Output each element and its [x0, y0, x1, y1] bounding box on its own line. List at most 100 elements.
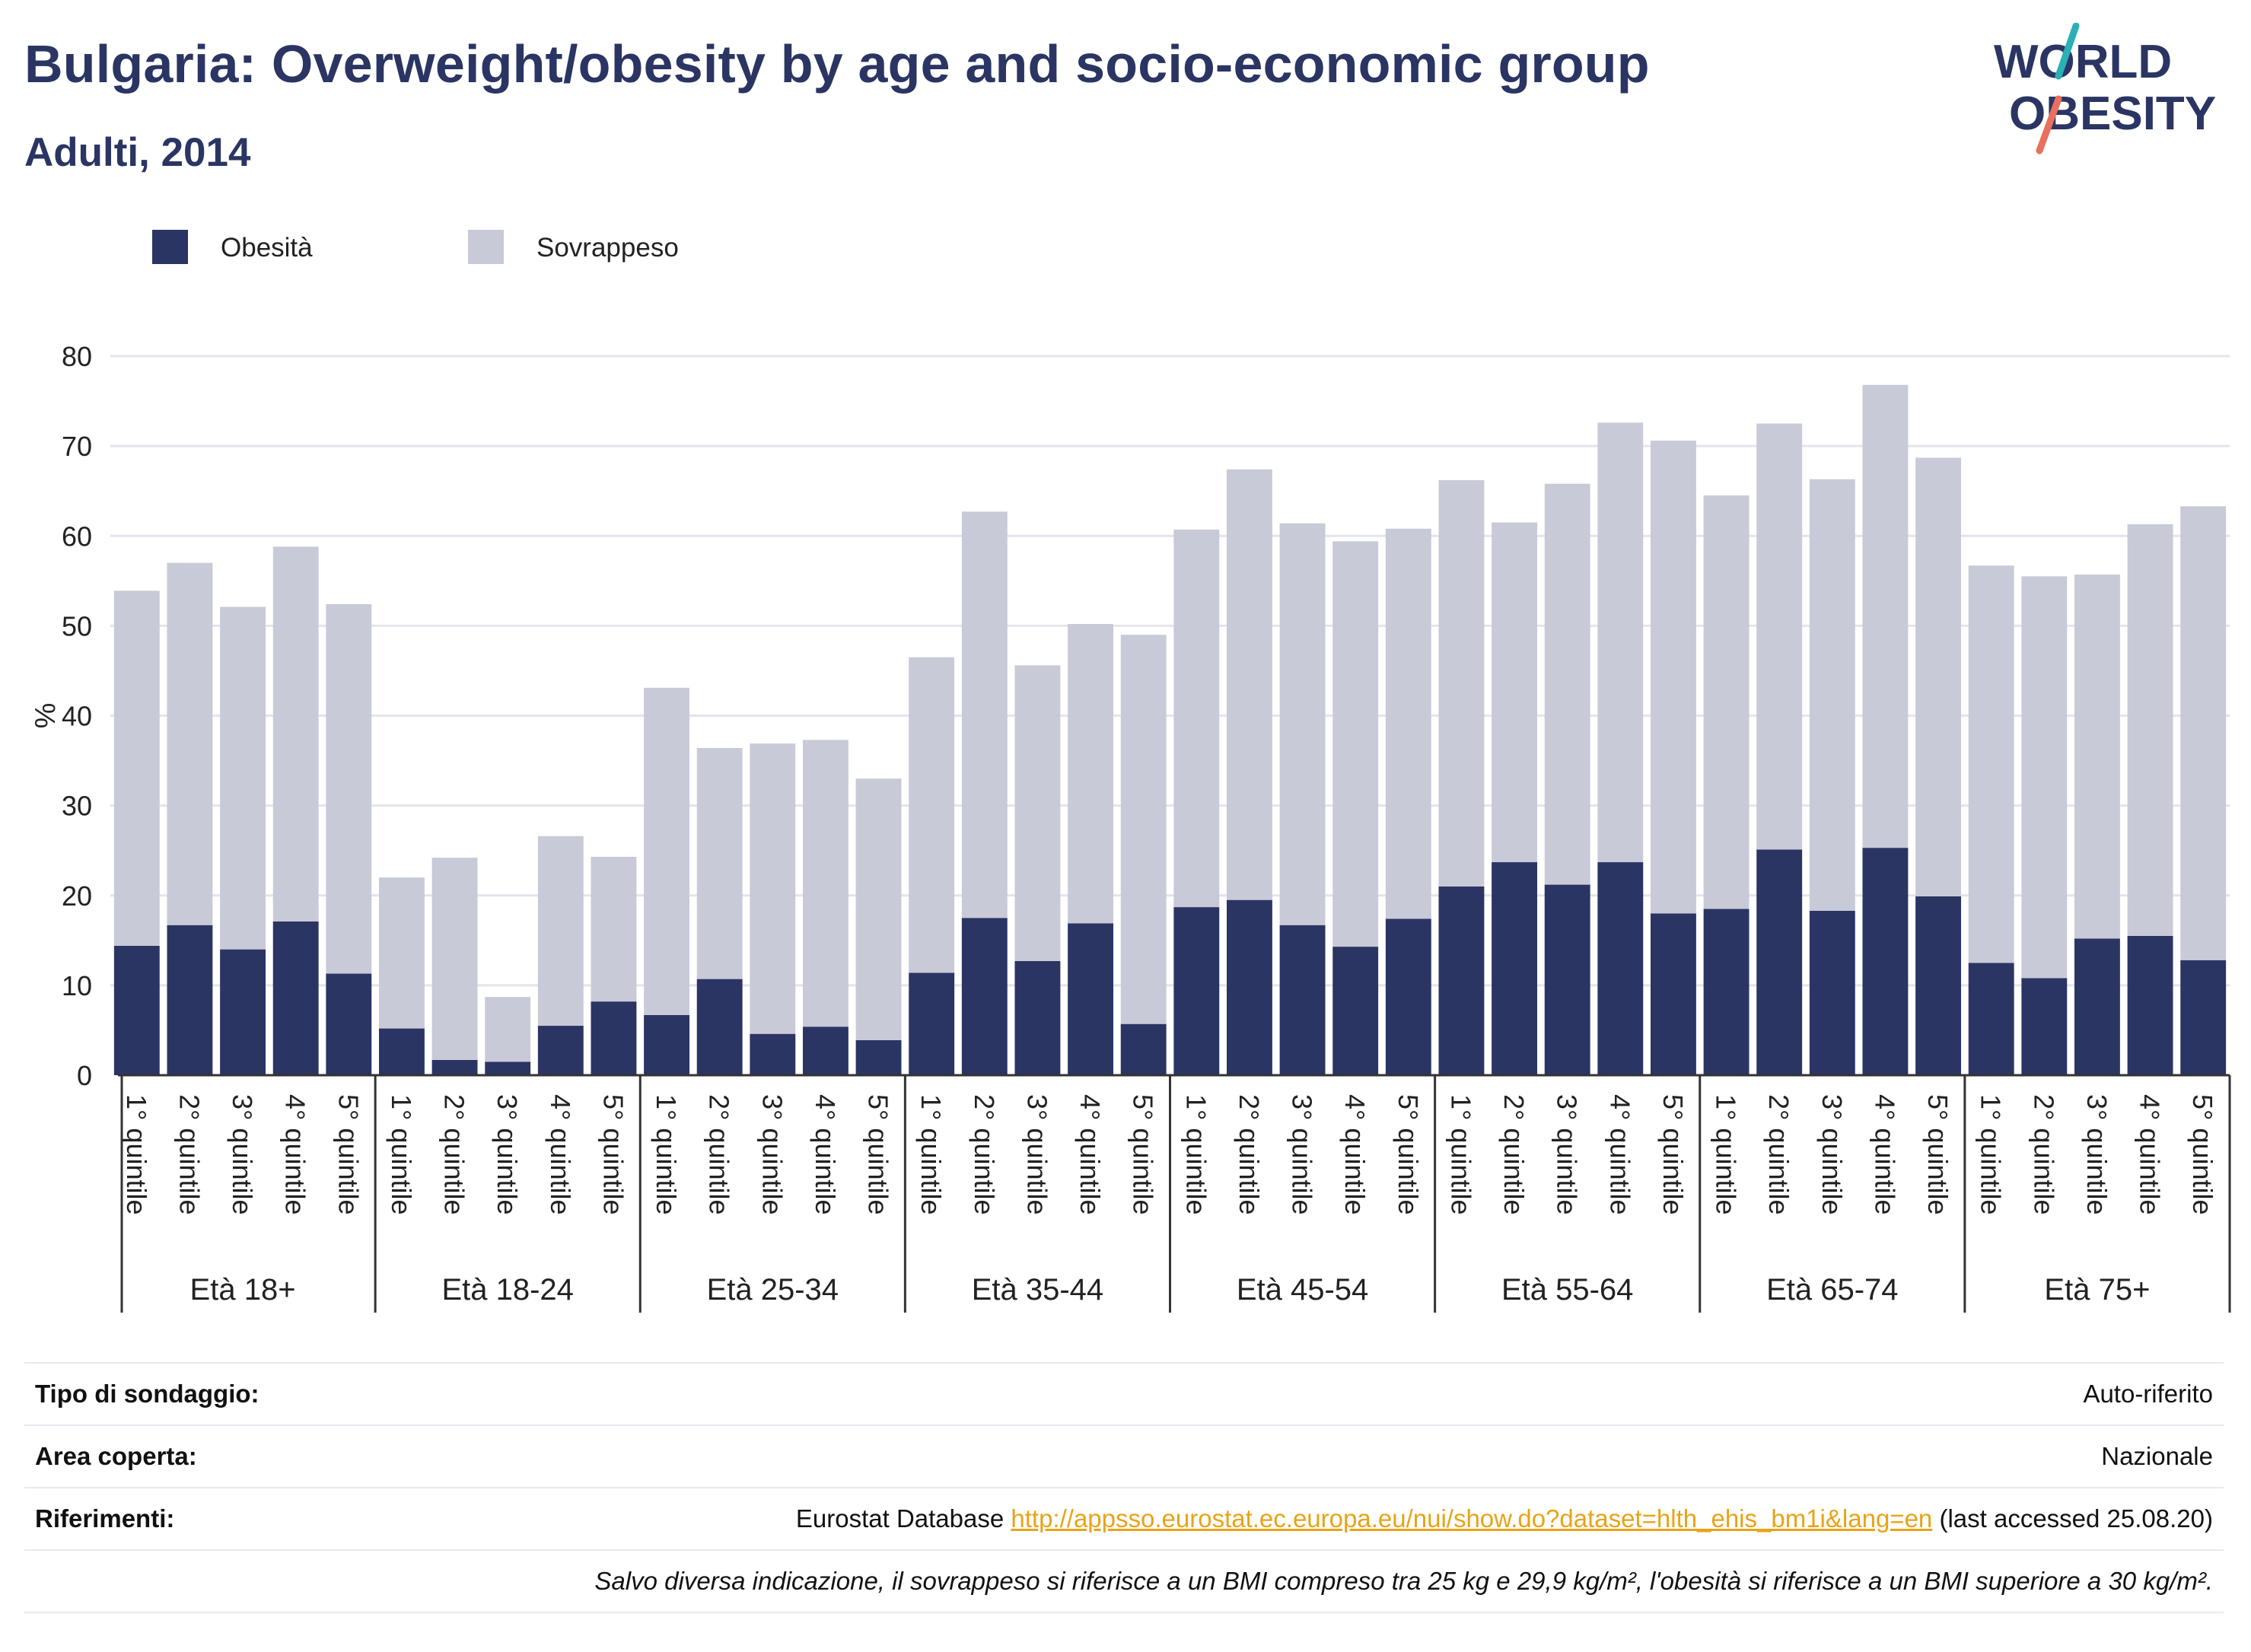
- x-tick-label: 2° quintile: [2028, 1094, 2059, 1215]
- legend-swatch-1: [152, 230, 188, 264]
- bar-obesity: [2180, 960, 2227, 1075]
- bar-obesity: [1650, 913, 1696, 1075]
- bar-obesity: [1173, 907, 1220, 1075]
- bar-obesity: [1332, 947, 1379, 1075]
- y-tick-label: 40: [62, 701, 92, 732]
- bar-overweight: [1332, 541, 1379, 947]
- bar-obesity: [2021, 978, 2068, 1075]
- bar-overweight: [2021, 576, 2068, 979]
- references-value: Eurostat Database http://appsso.eurostat…: [310, 1487, 2224, 1550]
- bmi-note: Salvo diversa indicazione, il sovrappeso…: [310, 1549, 2224, 1613]
- group-label: Età 65-74: [1766, 1273, 1898, 1307]
- y-tick-label: 70: [62, 431, 92, 462]
- bar-overweight: [2180, 506, 2227, 960]
- chart-title: Bulgaria: Overweight/obesity by age and …: [24, 34, 1650, 94]
- bar-obesity: [802, 1027, 849, 1075]
- x-tick-label: 3° quintile: [492, 1094, 523, 1215]
- bar-obesity: [1597, 862, 1644, 1075]
- bar-obesity: [961, 918, 1008, 1075]
- x-tick-label: 3° quintile: [1021, 1094, 1052, 1215]
- x-tick-label: 3° quintile: [756, 1094, 788, 1215]
- survey-type-value: Auto-riferito: [310, 1362, 2224, 1425]
- logo-line-1: WORLD: [1994, 36, 2172, 88]
- x-tick-label: 1° quintile: [1711, 1094, 1742, 1215]
- x-tick-label: 2° quintile: [1234, 1094, 1265, 1215]
- bar-obesity: [1068, 923, 1114, 1075]
- bar-obesity: [750, 1033, 796, 1075]
- bar-overweight: [1226, 469, 1272, 900]
- bar-overweight: [326, 604, 372, 974]
- x-tick-label: 3° quintile: [1552, 1094, 1583, 1215]
- references-suffix: (last accessed 25.08.20): [1932, 1504, 2213, 1533]
- x-tick-label: 1° quintile: [121, 1094, 152, 1215]
- bar-obesity: [485, 1062, 531, 1075]
- legend-label-1: Obesità: [221, 233, 313, 263]
- bar-overweight: [1915, 457, 1962, 896]
- y-tick-label: 50: [62, 610, 92, 641]
- survey-type-label: Tipo di sondaggio:: [24, 1362, 311, 1425]
- info-row-references: Riferimenti: Eurostat Database http://ap…: [24, 1487, 2224, 1550]
- bars: [113, 384, 2227, 1075]
- x-tick-label: 1° quintile: [1976, 1094, 2007, 1215]
- x-tick-label: 3° quintile: [2081, 1094, 2113, 1215]
- bar-overweight: [1544, 483, 1590, 885]
- bar-overweight: [1014, 665, 1061, 961]
- legend-swatch-2: [468, 230, 504, 264]
- y-tick-label: 30: [62, 791, 92, 822]
- x-tick-label: 4° quintile: [545, 1094, 576, 1215]
- bar-overweight: [272, 546, 319, 922]
- area-value: Nazionale: [310, 1424, 2224, 1488]
- legend-label-2: Sovrappeso: [536, 233, 679, 263]
- bar-obesity: [591, 1001, 637, 1075]
- info-table: Tipo di sondaggio: Auto-riferito Area co…: [24, 1362, 2224, 1613]
- bar-overweight: [378, 877, 425, 1029]
- bar-obesity: [1862, 848, 1909, 1075]
- bar-obesity: [1968, 963, 2014, 1075]
- bar-obesity: [1756, 849, 1803, 1075]
- x-tick-label: 5° quintile: [597, 1094, 629, 1215]
- x-tick-label: 2° quintile: [704, 1094, 735, 1215]
- x-tick-label: 1° quintile: [1180, 1094, 1211, 1215]
- bar-overweight: [696, 748, 743, 979]
- x-tick-label: 3° quintile: [1816, 1094, 1848, 1215]
- y-tick-label: 0: [77, 1060, 92, 1091]
- x-tick-label: 5° quintile: [333, 1094, 364, 1215]
- bar-obesity: [1809, 910, 1855, 1075]
- x-tick-label: 4° quintile: [280, 1094, 311, 1215]
- x-tick-label: 2° quintile: [969, 1094, 1000, 1215]
- group-label: Età 35-44: [972, 1273, 1103, 1307]
- bar-overweight: [113, 590, 160, 946]
- bar-obesity: [855, 1039, 902, 1075]
- bar-obesity: [2127, 935, 2173, 1075]
- bar-obesity: [326, 973, 372, 1075]
- bar-obesity: [1120, 1023, 1167, 1075]
- bar-obesity: [1915, 896, 1962, 1075]
- info-row-survey: Tipo di sondaggio: Auto-riferito: [24, 1362, 2224, 1425]
- bar-obesity: [2074, 938, 2120, 1075]
- stacked-bar-chart: Obesità Sovrappeso 0 10 20 30 40 50 60 70 80% 1° …: [30, 230, 2231, 1313]
- bar-overweight: [2074, 575, 2120, 939]
- bar-obesity: [1703, 909, 1750, 1075]
- bar-obesity: [1385, 918, 1431, 1075]
- x-tick-label: 3° quintile: [227, 1094, 258, 1215]
- bar-overweight: [1756, 423, 1803, 850]
- bar-obesity: [272, 921, 319, 1075]
- x-tick-label: 3° quintile: [1287, 1094, 1318, 1215]
- bar-overweight: [1279, 523, 1326, 925]
- y-tick-label: 20: [62, 880, 92, 912]
- references-link[interactable]: http://appsso.eurostat.ec.europa.eu/nui/…: [1011, 1504, 1933, 1533]
- logo-slash-coral: [2036, 95, 2062, 154]
- y-axis: 0 10 20 30 40 50 60 70 80%: [30, 341, 92, 1091]
- x-tick-label: 5° quintile: [863, 1094, 894, 1215]
- area-label: Area coperta:: [24, 1424, 311, 1488]
- bar-overweight: [220, 606, 266, 950]
- x-tick-label: 1° quintile: [915, 1094, 947, 1215]
- bar-obesity: [431, 1059, 478, 1075]
- x-tick-label: 2° quintile: [1498, 1094, 1530, 1215]
- x-tick-label: 1° quintile: [651, 1094, 682, 1215]
- group-label: Età 18+: [190, 1273, 296, 1307]
- bar-overweight: [644, 687, 690, 1015]
- chart-subtitle: Adulti, 2014: [24, 130, 251, 175]
- x-tick-label: 4° quintile: [1075, 1094, 1106, 1215]
- bar-obesity: [378, 1028, 425, 1075]
